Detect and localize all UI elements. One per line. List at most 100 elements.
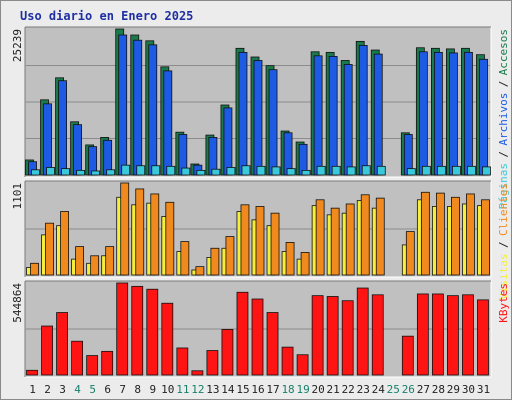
- bar-kbytes-day-31: [477, 299, 489, 376]
- bar-clientes-day-22: [345, 203, 355, 276]
- bar-archivos-day-17: [268, 69, 278, 176]
- y-max-label-middle: 1101: [11, 183, 24, 210]
- day-label-2: 2: [44, 383, 51, 396]
- bar-kbytes-day-19: [296, 354, 309, 376]
- bar-páginas-day-10: [166, 165, 176, 176]
- bar-clientes-day-28: [435, 192, 445, 276]
- bar-clientes-day-7: [120, 182, 130, 276]
- bar-páginas-day-19: [301, 169, 311, 176]
- bar-archivos-day-20: [313, 55, 323, 176]
- bar-clientes-day-4: [75, 246, 85, 276]
- bar-archivos-day-14: [223, 107, 233, 176]
- bar-kbytes-day-3: [56, 312, 68, 376]
- day-label-21: 21: [327, 383, 340, 396]
- legend-separator: /: [497, 241, 510, 248]
- bar-kbytes-day-22: [341, 300, 354, 376]
- bar-kbytes-day-4: [71, 340, 84, 376]
- day-label-7: 7: [119, 383, 126, 396]
- bar-archivos-day-31: [479, 58, 488, 176]
- bar-clientes-day-20: [315, 199, 325, 276]
- bar-páginas-day-21: [331, 165, 341, 176]
- bar-archivos-day-10: [163, 70, 173, 176]
- day-label-22: 22: [342, 383, 355, 396]
- bar-archivos-day-21: [328, 56, 338, 176]
- y-max-label-bottom: 544864: [11, 283, 24, 323]
- day-label-23: 23: [357, 383, 370, 396]
- bar-archivos-day-8: [133, 39, 143, 176]
- bar-clientes-day-24: [375, 197, 385, 276]
- bar-clientes-day-26: [405, 231, 415, 276]
- bar-clientes-day-14: [225, 236, 235, 276]
- bar-clientes-day-10: [165, 201, 175, 276]
- bar-kbytes-day-10: [161, 302, 174, 376]
- legend-accesos: Accesos: [497, 29, 510, 75]
- bar-páginas-day-8: [136, 165, 146, 176]
- bar-clientes-day-12: [195, 266, 205, 276]
- bar-páginas-day-30: [467, 165, 476, 176]
- bar-archivos-day-27: [418, 51, 428, 176]
- bar-clientes-day-8: [135, 188, 145, 276]
- bar-kbytes-day-5: [86, 355, 99, 376]
- bar-páginas-day-18: [286, 168, 296, 176]
- bar-páginas-day-24: [376, 165, 386, 176]
- day-label-3: 3: [59, 383, 66, 396]
- bar-kbytes-day-28: [431, 293, 444, 376]
- bar-páginas-day-4: [76, 169, 86, 176]
- day-label-14: 14: [221, 383, 235, 396]
- bar-archivos-day-15: [238, 51, 248, 176]
- y-max-label-top: 25239: [11, 29, 24, 62]
- day-label-12: 12: [191, 383, 204, 396]
- bar-clientes-day-31: [481, 199, 490, 276]
- day-label-19: 19: [296, 383, 309, 396]
- bar-kbytes-day-23: [356, 287, 369, 376]
- day-label-15: 15: [236, 383, 249, 396]
- bar-páginas-day-11: [181, 167, 191, 176]
- bar-archivos-day-23: [358, 45, 368, 176]
- bar-archivos-day-4: [73, 124, 83, 176]
- day-label-17: 17: [266, 383, 279, 396]
- legend-separator: /: [497, 81, 510, 88]
- bar-clientes-day-9: [150, 193, 160, 276]
- bar-clientes-day-15: [240, 204, 250, 276]
- day-label-24: 24: [372, 383, 386, 396]
- bar-kbytes-day-6: [101, 350, 114, 376]
- day-label-26: 26: [402, 383, 415, 396]
- legend-visitas: Visitas: [497, 253, 510, 299]
- bar-kbytes-day-26: [401, 335, 414, 376]
- day-label-10: 10: [161, 383, 174, 396]
- day-label-8: 8: [134, 383, 141, 396]
- bar-páginas-day-2: [46, 167, 55, 176]
- bar-páginas-day-29: [452, 165, 461, 176]
- bar-páginas-day-20: [316, 165, 326, 176]
- bar-páginas-day-1: [31, 169, 40, 176]
- bar-clientes-day-2: [45, 222, 54, 276]
- bar-páginas-day-16: [256, 165, 266, 176]
- day-label-25: 25: [387, 383, 400, 396]
- bar-archivos-day-29: [449, 52, 458, 176]
- bar-páginas-day-15: [241, 165, 251, 176]
- bar-kbytes-day-1: [26, 369, 38, 376]
- bar-clientes-day-30: [466, 193, 475, 276]
- day-label-1: 1: [29, 383, 36, 396]
- bar-archivos-day-22: [343, 64, 353, 176]
- bar-kbytes-day-9: [146, 288, 159, 376]
- bar-clientes-day-6: [105, 246, 115, 276]
- bar-archivos-day-2: [43, 103, 52, 176]
- day-label-27: 27: [417, 383, 430, 396]
- bar-kbytes-day-16: [251, 298, 264, 376]
- bar-kbytes-day-13: [206, 350, 219, 376]
- bar-kbytes-day-20: [311, 295, 324, 376]
- bar-clientes-day-13: [210, 247, 220, 276]
- bar-kbytes-day-24: [371, 294, 384, 376]
- bar-kbytes-day-17: [266, 312, 279, 376]
- bar-páginas-day-12: [196, 169, 206, 176]
- bar-páginas-day-14: [226, 167, 236, 176]
- bar-clientes-day-19: [300, 252, 310, 276]
- bar-páginas-day-31: [482, 166, 491, 176]
- legend-separator: /: [497, 151, 510, 158]
- bar-páginas-day-17: [271, 166, 281, 176]
- bar-clientes-day-21: [330, 207, 340, 276]
- day-label-9: 9: [149, 383, 156, 396]
- bar-páginas-day-3: [61, 168, 70, 176]
